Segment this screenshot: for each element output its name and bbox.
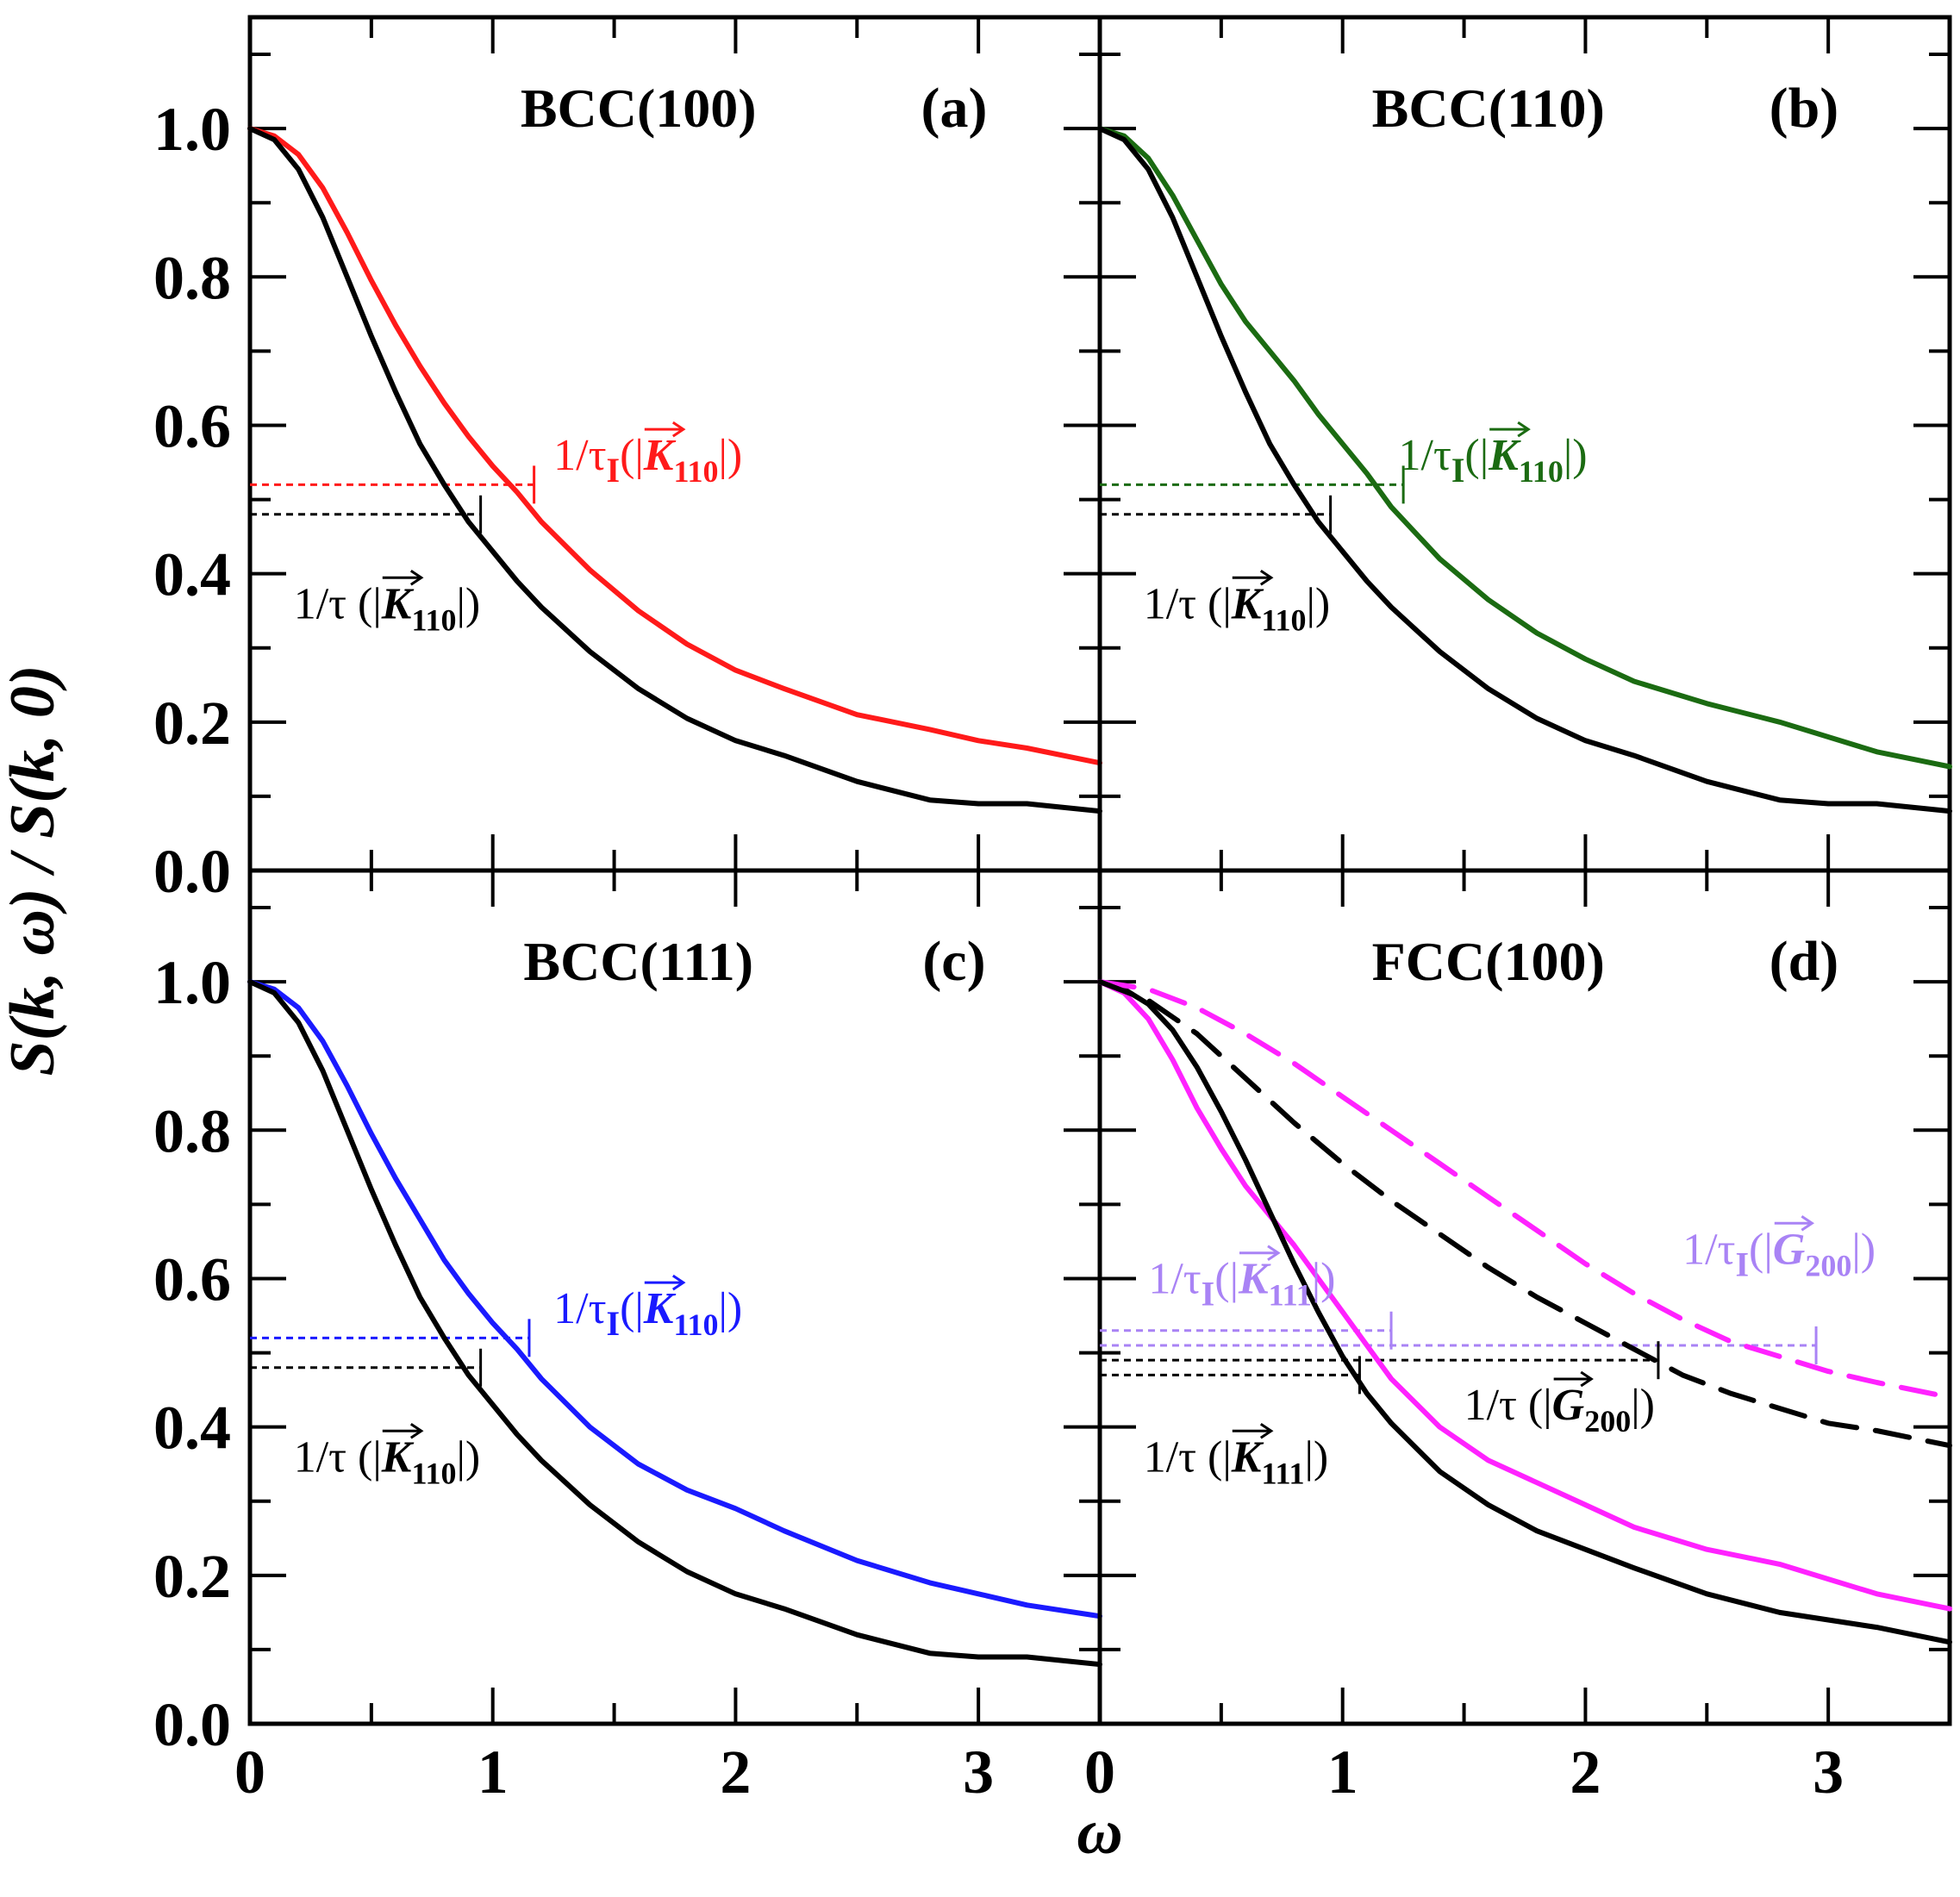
panel-d: 0 1 2 3 FCC(100) (d) 1/τI(|K111|) 1/τI(|G200|) 1…	[1084, 868, 1952, 1807]
y-tick-label: 0.8	[153, 1096, 231, 1165]
y-tick-label: 0.6	[153, 391, 231, 460]
vector-arrow-head	[1267, 1245, 1281, 1261]
vector-symbol: K	[1231, 1432, 1264, 1482]
vector-arrow-head	[1259, 570, 1274, 586]
x-tick-label: 2	[720, 1738, 751, 1807]
panel-letter: (d)	[1770, 930, 1839, 993]
y-tick-label: 0.4	[153, 540, 231, 609]
vector-arrow-head	[671, 1274, 686, 1291]
x-tick-label: 0	[1084, 1738, 1115, 1807]
series-line-S	[247, 979, 1102, 1668]
relaxation-label: 1/τ (|K110|)	[294, 1432, 481, 1490]
vector-symbol: K	[643, 431, 677, 480]
panel-a: 0.0 0.2 0.4 0.6 0.8 1.0 BCC(100) (a) 1/τI(|K110|…	[153, 15, 1102, 906]
vector-symbol: K	[381, 579, 415, 628]
panel-frame	[1097, 15, 1952, 873]
plot-root: 0.0 0.2 0.4 0.6 0.8 1.0 BCC(100) (a) 1/τI(|K110|…	[153, 15, 1952, 1807]
x-tick-label: 1	[1327, 1738, 1358, 1807]
x-tick-label: 1	[478, 1738, 509, 1807]
y-tick-label: 1.0	[153, 95, 231, 164]
vector-arrow-head	[409, 1423, 424, 1439]
series-line-S_I(K111)	[1097, 979, 1952, 1612]
panel-title: BCC(100)	[521, 78, 757, 139]
vector-symbol: K	[1231, 579, 1264, 628]
relaxation-label: 1/τ (|K110|)	[294, 579, 481, 637]
x-tick-label: 2	[1570, 1738, 1601, 1807]
panel-frame	[247, 868, 1102, 1726]
panel-title: BCC(110)	[1372, 78, 1605, 139]
panel-letter: (b)	[1770, 77, 1839, 140]
relaxation-label: 1/τI(|G200|)	[1682, 1225, 1876, 1283]
y-tick-label: 0.2	[153, 689, 231, 758]
relaxation-label: 1/τ (|K111|)	[1144, 1432, 1329, 1490]
vector-symbol: K	[643, 1284, 677, 1333]
x-tick-label: 3	[963, 1738, 994, 1807]
vector-symbol: K	[381, 1432, 415, 1482]
vector-arrow-head	[1580, 1370, 1594, 1388]
y-tick-label: 0.8	[153, 243, 231, 312]
y-tick-label: 0.2	[153, 1542, 231, 1611]
panel-c: 0.0 0.2 0.4 0.6 0.8 1.0 0 1 2 3 BCC(111) (c) 1/τI(|K…	[153, 868, 1102, 1807]
series-line-S_I	[247, 979, 1102, 1619]
panel-title: BCC(111)	[523, 931, 753, 992]
relaxation-label: 1/τI(|K111|)	[1148, 1255, 1335, 1314]
panel-letter: (a)	[921, 77, 987, 140]
series-line-S	[1097, 126, 1952, 814]
vector-arrow-head	[1517, 421, 1531, 438]
series-line-S	[247, 126, 1102, 814]
panel-frame	[247, 15, 1102, 873]
vector-arrow-head	[1259, 1423, 1274, 1439]
vector-arrow-head	[409, 570, 424, 586]
panel-b: BCC(110) (b) 1/τI(|K110|) 1/τ (|K110|)	[1097, 15, 1952, 873]
y-tick-label: 0.0	[153, 837, 231, 906]
series-line-S_I	[1097, 126, 1952, 770]
vector-symbol: K	[1488, 431, 1521, 480]
relaxation-label: 1/τI(|K110|)	[1399, 431, 1588, 490]
vector-symbol: G	[1552, 1381, 1585, 1430]
relaxation-label: 1/τI(|K110|)	[553, 1284, 742, 1343]
relaxation-label: 1/τ (|K110|)	[1144, 579, 1331, 637]
series-line-S_I(G200)	[1097, 979, 1952, 1401]
y-axis-title: S(k, ω) / S(k, 0)	[0, 665, 68, 1076]
x-axis-title: ω	[1077, 1797, 1123, 1868]
panel-title: FCC(100)	[1372, 931, 1605, 992]
series-line-S(K111)	[1097, 979, 1952, 1645]
vector-symbol: K	[1238, 1255, 1271, 1304]
y-tick-label: 0.0	[153, 1690, 231, 1759]
series-line-S_I	[247, 126, 1102, 766]
y-tick-label: 0.6	[153, 1245, 231, 1314]
y-tick-label: 0.4	[153, 1394, 231, 1463]
panel-frame	[1097, 868, 1952, 1726]
series-line-S(G200)	[1097, 979, 1952, 1449]
vector-arrow-head	[1801, 1215, 1815, 1232]
x-tick-label: 0	[234, 1738, 265, 1807]
vector-arrow-head	[671, 421, 686, 438]
vector-symbol: G	[1773, 1225, 1806, 1274]
panel-letter: (c)	[922, 930, 985, 993]
relaxation-label: 1/τ (|G200|)	[1464, 1381, 1655, 1438]
x-tick-label: 3	[1813, 1738, 1844, 1807]
relaxation-label: 1/τI(|K110|)	[553, 431, 742, 490]
y-tick-label: 1.0	[153, 948, 231, 1017]
